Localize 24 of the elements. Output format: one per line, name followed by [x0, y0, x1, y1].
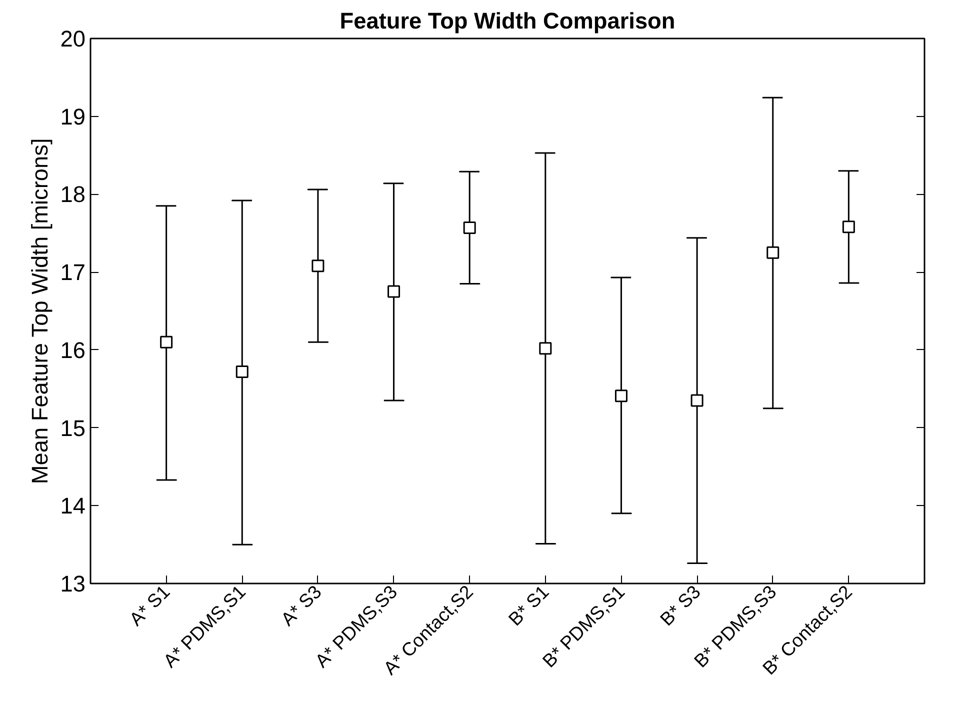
- y-tick-label: 18: [60, 181, 86, 208]
- point: [236, 365, 248, 378]
- y-tick-label: 19: [60, 103, 86, 130]
- point: [160, 336, 173, 348]
- y-tick-label: 14: [60, 492, 86, 519]
- point: [690, 394, 704, 407]
- chart-title: Feature Top Width Comparison: [340, 8, 676, 34]
- x-tick-label: B* S3: [656, 581, 704, 630]
- y-tick-label: 15: [60, 414, 86, 441]
- point: [614, 390, 628, 402]
- y-tick-label: 20: [60, 26, 86, 52]
- x-tick-label: B* S1: [504, 581, 553, 630]
- y-axis-title: Mean Feature Top Width [microns]: [26, 138, 52, 484]
- x-tick-label: A* S1: [125, 581, 174, 630]
- point: [842, 220, 855, 234]
- y-tick-label: 16: [60, 336, 86, 363]
- point: [539, 342, 552, 355]
- y-tick-label: 17: [60, 259, 86, 286]
- point: [388, 285, 400, 298]
- x-tick-label: A* S3: [276, 581, 326, 630]
- point: [463, 221, 476, 234]
- point: [766, 246, 780, 259]
- point: [312, 260, 324, 272]
- y-tick-label: 13: [60, 570, 86, 596]
